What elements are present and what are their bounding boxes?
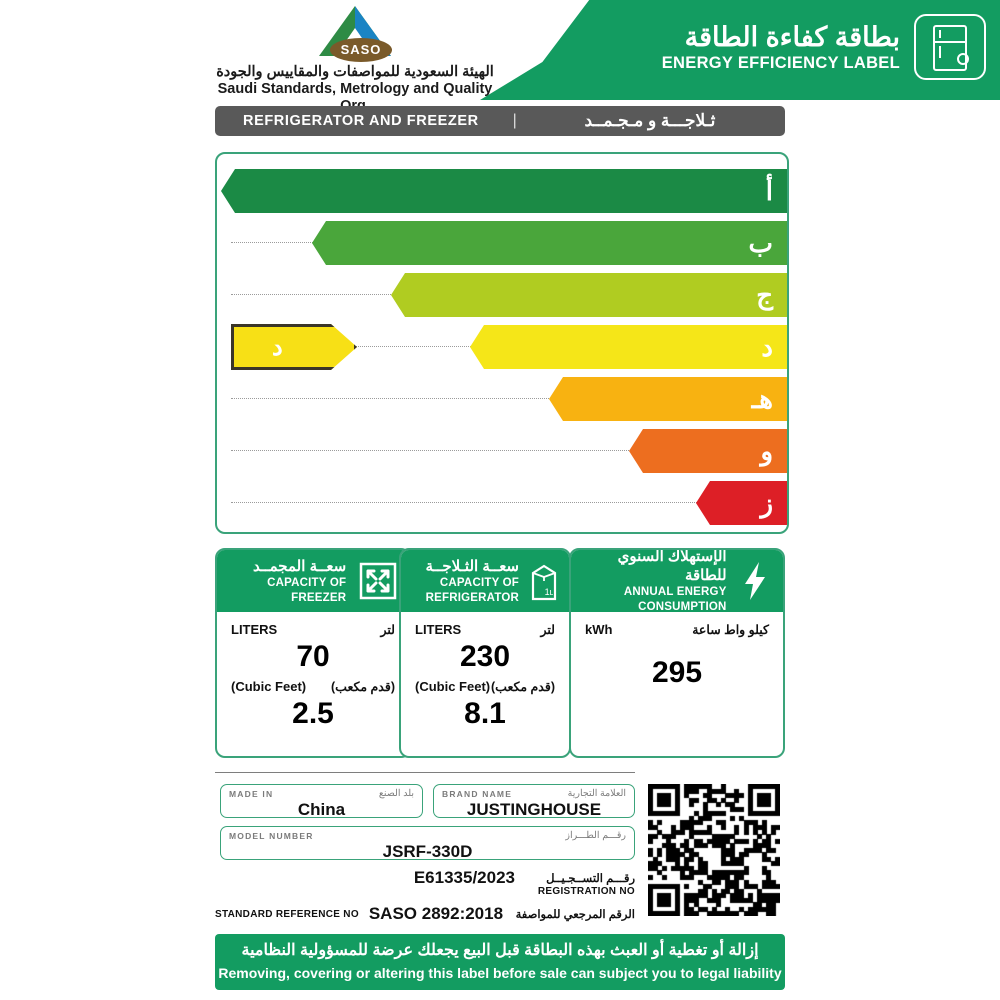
selected-rating-indicator: د — [231, 324, 357, 370]
legal-warning-footer: إزالة أو تغطية أو العبث بهذه البطاقة قبل… — [215, 934, 785, 990]
freezer-liters-value: 70 — [296, 640, 330, 673]
info-divider — [215, 772, 635, 773]
product-info-zone: MADE IN بلد الصنع China BRAND NAME العلا… — [215, 772, 785, 924]
qr-code — [648, 784, 780, 916]
rating-bar-ج: ج — [391, 273, 787, 317]
refrigerator-unit2-ar: (قدم مكعب) — [491, 680, 555, 694]
standard-label-en: STANDARD REFERENCE NO — [215, 908, 359, 920]
capacity-refrigerator-box: سعــة الثـلاجــة CAPACITY OF REFRIGERATO… — [399, 548, 571, 758]
rating-bar-ب: ب — [312, 221, 787, 265]
capacity-refrigerator-header: سعــة الثـلاجــة CAPACITY OF REFRIGERATO… — [401, 550, 569, 612]
saso-logo-block: SASO الهيئة السعودية للمواصفات والمقاييس… — [215, 6, 495, 115]
capacity-freezer-header: سعــة المجمــد CAPACITY OF FREEZER — [217, 550, 409, 612]
freezer-unit-ar: لتر — [380, 623, 395, 637]
rating-bar-هـ: هـ — [549, 377, 787, 421]
rating-bar-و: و — [629, 429, 787, 473]
rating-row-7: ز — [217, 476, 787, 530]
saso-logo-text: SASO — [330, 38, 392, 62]
label-header: SASO الهيئة السعودية للمواصفات والمقاييس… — [0, 0, 1000, 114]
legal-warning-arabic: إزالة أو تغطية أو العبث بهذه البطاقة قبل… — [241, 942, 759, 959]
product-type-bar: REFRIGERATOR AND FREEZER | ثـلاجـــة و م… — [215, 106, 785, 136]
brand-label-en: BRAND NAME — [442, 789, 513, 799]
rating-bar-ز: ز — [696, 481, 787, 525]
milk-carton-icon: 1ʟ — [527, 550, 561, 612]
registration-label-en: REGISTRATION NO — [537, 886, 635, 897]
capacity-freezer-box: سعــة المجمــد CAPACITY OF FREEZER LITER… — [215, 548, 411, 758]
product-type-english: REFRIGERATOR AND FREEZER — [243, 113, 479, 129]
rating-bar-د: د — [470, 325, 787, 369]
lightning-bolt-icon — [735, 550, 775, 612]
product-type-separator: | — [512, 112, 517, 129]
annual-energy-title-en: ANNUAL ENERGY CONSUMPTION — [623, 586, 727, 613]
refrigerator-unit2-en: (Cubic Feet) — [415, 679, 491, 694]
made-in-field: MADE IN بلد الصنع China — [220, 784, 423, 819]
freezer-cubicfeet-value: 2.5 — [292, 697, 334, 730]
freezer-unit2-ar: (قدم مكعب) — [331, 680, 395, 694]
energy-unit-en: kWh — [585, 622, 613, 637]
model-label-ar: رقـــم الطـــراز — [565, 830, 626, 841]
refrigerator-unit-en: LITERS — [415, 622, 462, 637]
org-name-arabic: الهيئة السعودية للمواصفات والمقاييس والج… — [216, 64, 494, 80]
rating-row-2: ب — [217, 216, 787, 270]
saso-logo-icon: SASO — [313, 6, 397, 62]
product-type-arabic: ثـلاجـــة و مـجـمــد — [584, 111, 716, 130]
header-title-arabic: بطاقة كفاءة الطاقة — [684, 22, 900, 52]
capacity-freezer-title-ar: سعــة المجمــد — [252, 557, 347, 575]
svg-text:1ʟ: 1ʟ — [545, 587, 554, 597]
rating-guide-line — [231, 502, 787, 503]
header-title-english: ENERGY EFFICIENCY LABEL — [661, 54, 900, 72]
freezer-unit-en: LITERS — [231, 622, 278, 637]
freezer-unit2-en: (Cubic Feet) — [231, 679, 307, 694]
capacity-freezer-title-en: CAPACITY OF FREEZER — [267, 576, 347, 604]
capacity-refrigerator-title-ar: سعــة الثـلاجــة — [425, 557, 519, 575]
energy-unit-ar: كيلو واط ساعة — [692, 623, 769, 637]
made-in-label-en: MADE IN — [229, 789, 274, 799]
standard-reference-row: STANDARD REFERENCE NO SASO 2892:2018 الر… — [215, 904, 635, 924]
model-number-field: MODEL NUMBER رقـــم الطـــراز JSRF-330D — [220, 826, 635, 861]
energy-kwh-value: 295 — [651, 656, 703, 689]
registration-value: E61335/2023 — [413, 868, 515, 887]
refrigerator-liters-value: 230 — [459, 640, 511, 673]
brand-label-ar: العلامة التجارية — [567, 788, 626, 799]
registration-row-en: REGISTRATION NO — [215, 886, 635, 897]
rating-row-4: د — [217, 320, 787, 374]
refrigerator-icon — [914, 14, 986, 80]
header-title-group: بطاقة كفاءة الطاقة ENERGY EFFICIENCY LAB… — [662, 14, 986, 80]
rating-guide-line — [231, 398, 787, 399]
annual-energy-title-ar: الإستهلاك السنوي للطاقة — [617, 548, 727, 584]
rating-row-5: هـ — [217, 372, 787, 426]
model-label-en: MODEL NUMBER — [229, 831, 314, 841]
expand-arrows-icon — [354, 550, 401, 612]
rating-guide-line — [231, 450, 787, 451]
capacity-refrigerator-title-en: CAPACITY OF REFRIGERATOR — [425, 576, 519, 604]
rating-row-6: و — [217, 424, 787, 478]
brand-name-field: BRAND NAME العلامة التجارية JUSTINGHOUSE — [433, 784, 635, 819]
refrigerator-cubicfeet-value: 8.1 — [464, 697, 506, 730]
annual-energy-header: الإستهلاك السنوي للطاقة ANNUAL ENERGY CO… — [571, 548, 783, 613]
standard-label-ar: الرقم المرجعي للمواصفة — [515, 909, 635, 921]
standard-value: SASO 2892:2018 — [368, 904, 504, 923]
made-in-value: China — [297, 800, 346, 819]
made-in-label-ar: بلد الصنع — [378, 788, 414, 799]
registration-label-ar: رقـــم التســجـيــل — [546, 873, 635, 885]
model-value: JSRF-330D — [382, 842, 473, 861]
registration-row: E61335/2023 رقـــم التســجـيــل — [215, 868, 635, 888]
brand-value: JUSTINGHOUSE — [466, 800, 602, 819]
energy-rating-scale: أ ب ج د د هـ و ز — [215, 152, 789, 534]
rating-row-1: أ — [217, 164, 787, 218]
rating-row-3: ج — [217, 268, 787, 322]
refrigerator-unit-ar: لتر — [540, 623, 555, 637]
rating-bar-أ: أ — [221, 169, 787, 213]
annual-energy-box: الإستهلاك السنوي للطاقة ANNUAL ENERGY CO… — [569, 548, 785, 758]
legal-warning-english: Removing, covering or altering this labe… — [218, 965, 782, 981]
